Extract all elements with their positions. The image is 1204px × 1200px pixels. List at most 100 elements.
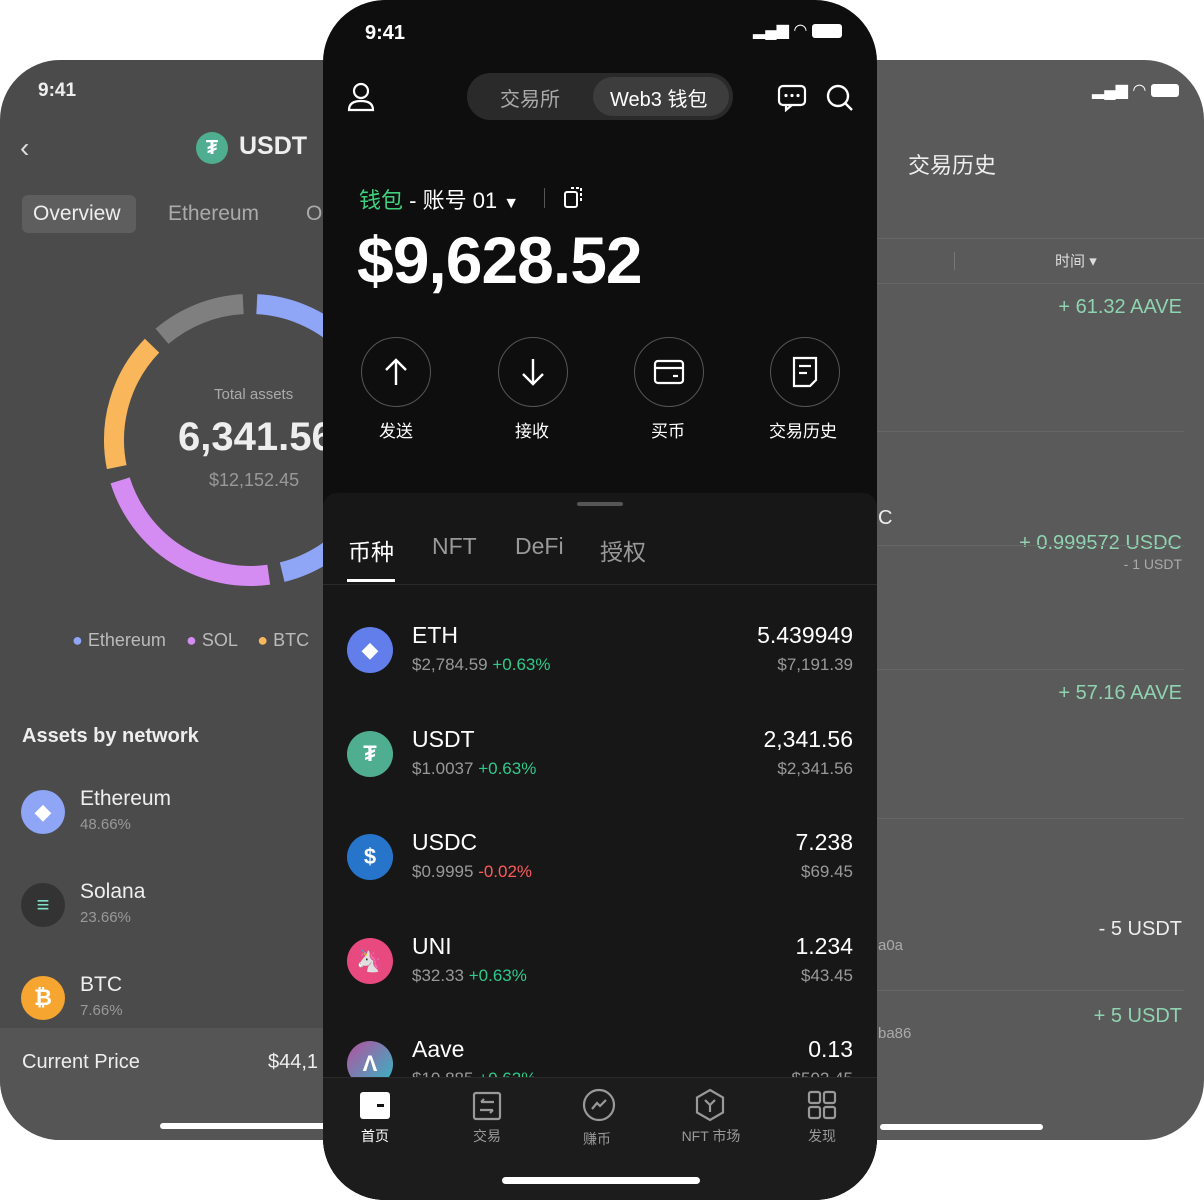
token-row[interactable]: ◆ ETH $2,784.59 +0.63% 5.439949 $7,191.3… bbox=[323, 613, 877, 693]
transaction-amount: + 0.999572 USDC bbox=[1019, 532, 1182, 554]
token-symbol: USDT bbox=[412, 725, 475, 752]
tab-ethereum[interactable]: Ethereum bbox=[168, 202, 260, 225]
token-price: $0.9995 bbox=[412, 862, 474, 881]
token-amount: 2,341.56 bbox=[763, 725, 853, 752]
wallet-label: 钱包 bbox=[359, 188, 404, 213]
divider bbox=[800, 431, 1184, 432]
profile-icon[interactable] bbox=[347, 82, 375, 112]
wallet-selector[interactable]: 钱包 - 账号 01 ▼ bbox=[359, 183, 519, 215]
buy-button[interactable] bbox=[634, 337, 704, 407]
tab-approvals[interactable]: 授权 bbox=[600, 539, 646, 565]
legend-dot-sol: ● bbox=[185, 630, 197, 650]
discover-grid-icon bbox=[807, 1090, 837, 1120]
back-icon[interactable]: ‹ bbox=[20, 132, 30, 163]
divider bbox=[800, 818, 1184, 819]
tab-tokens[interactable]: 币种 bbox=[348, 539, 394, 565]
caret-down-icon: ▼ bbox=[503, 195, 520, 212]
token-price: $32.33 bbox=[412, 965, 464, 985]
network-name: BTC bbox=[80, 973, 122, 996]
status-time: 9:41 bbox=[365, 22, 406, 44]
usdc-icon: $ bbox=[347, 834, 393, 880]
divider bbox=[800, 283, 1204, 284]
arrow-down-icon bbox=[522, 359, 544, 386]
total-assets-label: Total assets bbox=[214, 386, 294, 403]
nav-nft-market[interactable]: NFT 市场 bbox=[681, 1128, 741, 1144]
token-row[interactable]: ₮ USDT $1.0037 +0.63% 2,341.56 $2,341.56 bbox=[323, 717, 877, 797]
ethereum-icon: ◆ bbox=[21, 790, 65, 834]
usdt-icon: ₮ bbox=[347, 730, 393, 777]
center-phone-wallet: 9:41 ▂▄▆ ◠ 交易所 Web3 钱包 钱包 - 账号 01 ▼ $9,6… bbox=[323, 0, 877, 1200]
sheet-grabber[interactable] bbox=[577, 502, 623, 506]
token-symbol: ETH bbox=[412, 622, 458, 648]
time-filter-label: 时间 bbox=[1055, 253, 1086, 270]
receive-button[interactable] bbox=[498, 337, 568, 407]
tab-other[interactable]: O bbox=[306, 202, 323, 225]
transaction-amount: - 5 USDT bbox=[1098, 918, 1182, 940]
legend-sol: SOL bbox=[201, 630, 238, 650]
home-indicator bbox=[502, 1177, 700, 1184]
signal-icon: ▂▄▆ bbox=[753, 22, 789, 39]
message-icon[interactable] bbox=[777, 84, 807, 112]
token-symbol: UNI bbox=[412, 932, 452, 959]
status-icons: ▂▄▆ ◠ bbox=[1092, 80, 1179, 100]
search-icon[interactable] bbox=[825, 83, 855, 113]
buy-label: 买币 bbox=[651, 422, 685, 441]
uni-icon: 🦄 bbox=[347, 937, 393, 984]
tab-overview[interactable] bbox=[22, 195, 136, 233]
transaction-address: C bbox=[878, 507, 893, 529]
token-change: +0.63% bbox=[492, 655, 551, 674]
divider bbox=[800, 669, 1184, 670]
donut-segment-sol bbox=[110, 477, 271, 586]
wifi-icon: ◠ bbox=[793, 22, 808, 39]
eth-icon: ◆ bbox=[347, 627, 393, 673]
status-time: 9:41 bbox=[38, 80, 77, 101]
home-icon bbox=[360, 1092, 390, 1119]
nav-earn[interactable]: 赚币 bbox=[583, 1131, 611, 1147]
signal-icon: ▂▄▆ bbox=[1092, 82, 1128, 99]
tab-overview-label: Overview bbox=[33, 202, 121, 225]
transaction-amount: + 57.16 AAVE bbox=[1058, 682, 1182, 704]
nav-trade[interactable]: 交易 bbox=[473, 1128, 501, 1144]
nft-market-icon bbox=[695, 1088, 725, 1122]
time-filter[interactable]: 时间 ▾ bbox=[1055, 250, 1097, 271]
history-label: 交易历史 bbox=[769, 422, 837, 441]
wifi-icon: ◠ bbox=[1132, 82, 1147, 99]
token-value: $2,341.56 bbox=[777, 758, 853, 778]
copy-icon[interactable] bbox=[563, 185, 585, 209]
token-value: $43.45 bbox=[801, 965, 853, 985]
bitcoin-icon: ₿ bbox=[21, 976, 65, 1020]
section-title: Assets by network bbox=[22, 725, 199, 747]
token-symbol: Aave bbox=[412, 1036, 465, 1062]
segment-exchange[interactable]: 交易所 bbox=[500, 89, 560, 111]
tab-nft[interactable]: NFT bbox=[432, 533, 477, 559]
card-icon bbox=[653, 359, 685, 385]
arrow-up-icon bbox=[385, 358, 407, 385]
trade-icon bbox=[472, 1091, 502, 1121]
page-title: USDT bbox=[239, 132, 308, 160]
token-amount: 0.13 bbox=[808, 1036, 853, 1062]
total-balance: $9,628.52 bbox=[357, 223, 643, 297]
total-assets-usd: $12,152.45 bbox=[209, 470, 300, 490]
legend-btc: BTC bbox=[273, 630, 310, 650]
send-button[interactable] bbox=[361, 337, 431, 407]
legend-dot-ethereum: ● bbox=[72, 630, 83, 650]
transaction-amount: + 61.32 AAVE bbox=[1058, 296, 1182, 318]
nav-home[interactable]: 首页 bbox=[361, 1128, 389, 1144]
total-assets-amount: 6,341.56 bbox=[178, 415, 334, 459]
token-row[interactable]: 🦄 UNI $32.33 +0.63% 1.234 $43.45 bbox=[323, 924, 877, 1004]
receive-label: 接收 bbox=[515, 422, 549, 441]
token-change: +0.63% bbox=[478, 758, 537, 778]
tab-defi[interactable]: DeFi bbox=[515, 533, 564, 559]
nav-discover[interactable]: 发现 bbox=[808, 1128, 836, 1144]
history-button[interactable] bbox=[770, 337, 840, 407]
token-change: +0.63% bbox=[468, 965, 527, 985]
token-change: -0.02% bbox=[478, 862, 533, 881]
transaction-amount: + 5 USDT bbox=[1093, 1005, 1182, 1027]
battery-icon bbox=[811, 23, 842, 38]
battery-icon bbox=[1150, 84, 1179, 98]
usdt-logo-icon: ₮ bbox=[196, 132, 228, 164]
legend-ethereum: Ethereum bbox=[87, 630, 166, 650]
token-amount: 1.234 bbox=[795, 932, 853, 959]
token-row[interactable]: $ USDC $0.9995 -0.02% 7.238 $69.45 bbox=[323, 820, 877, 900]
segment-web3-wallet[interactable] bbox=[593, 77, 729, 116]
